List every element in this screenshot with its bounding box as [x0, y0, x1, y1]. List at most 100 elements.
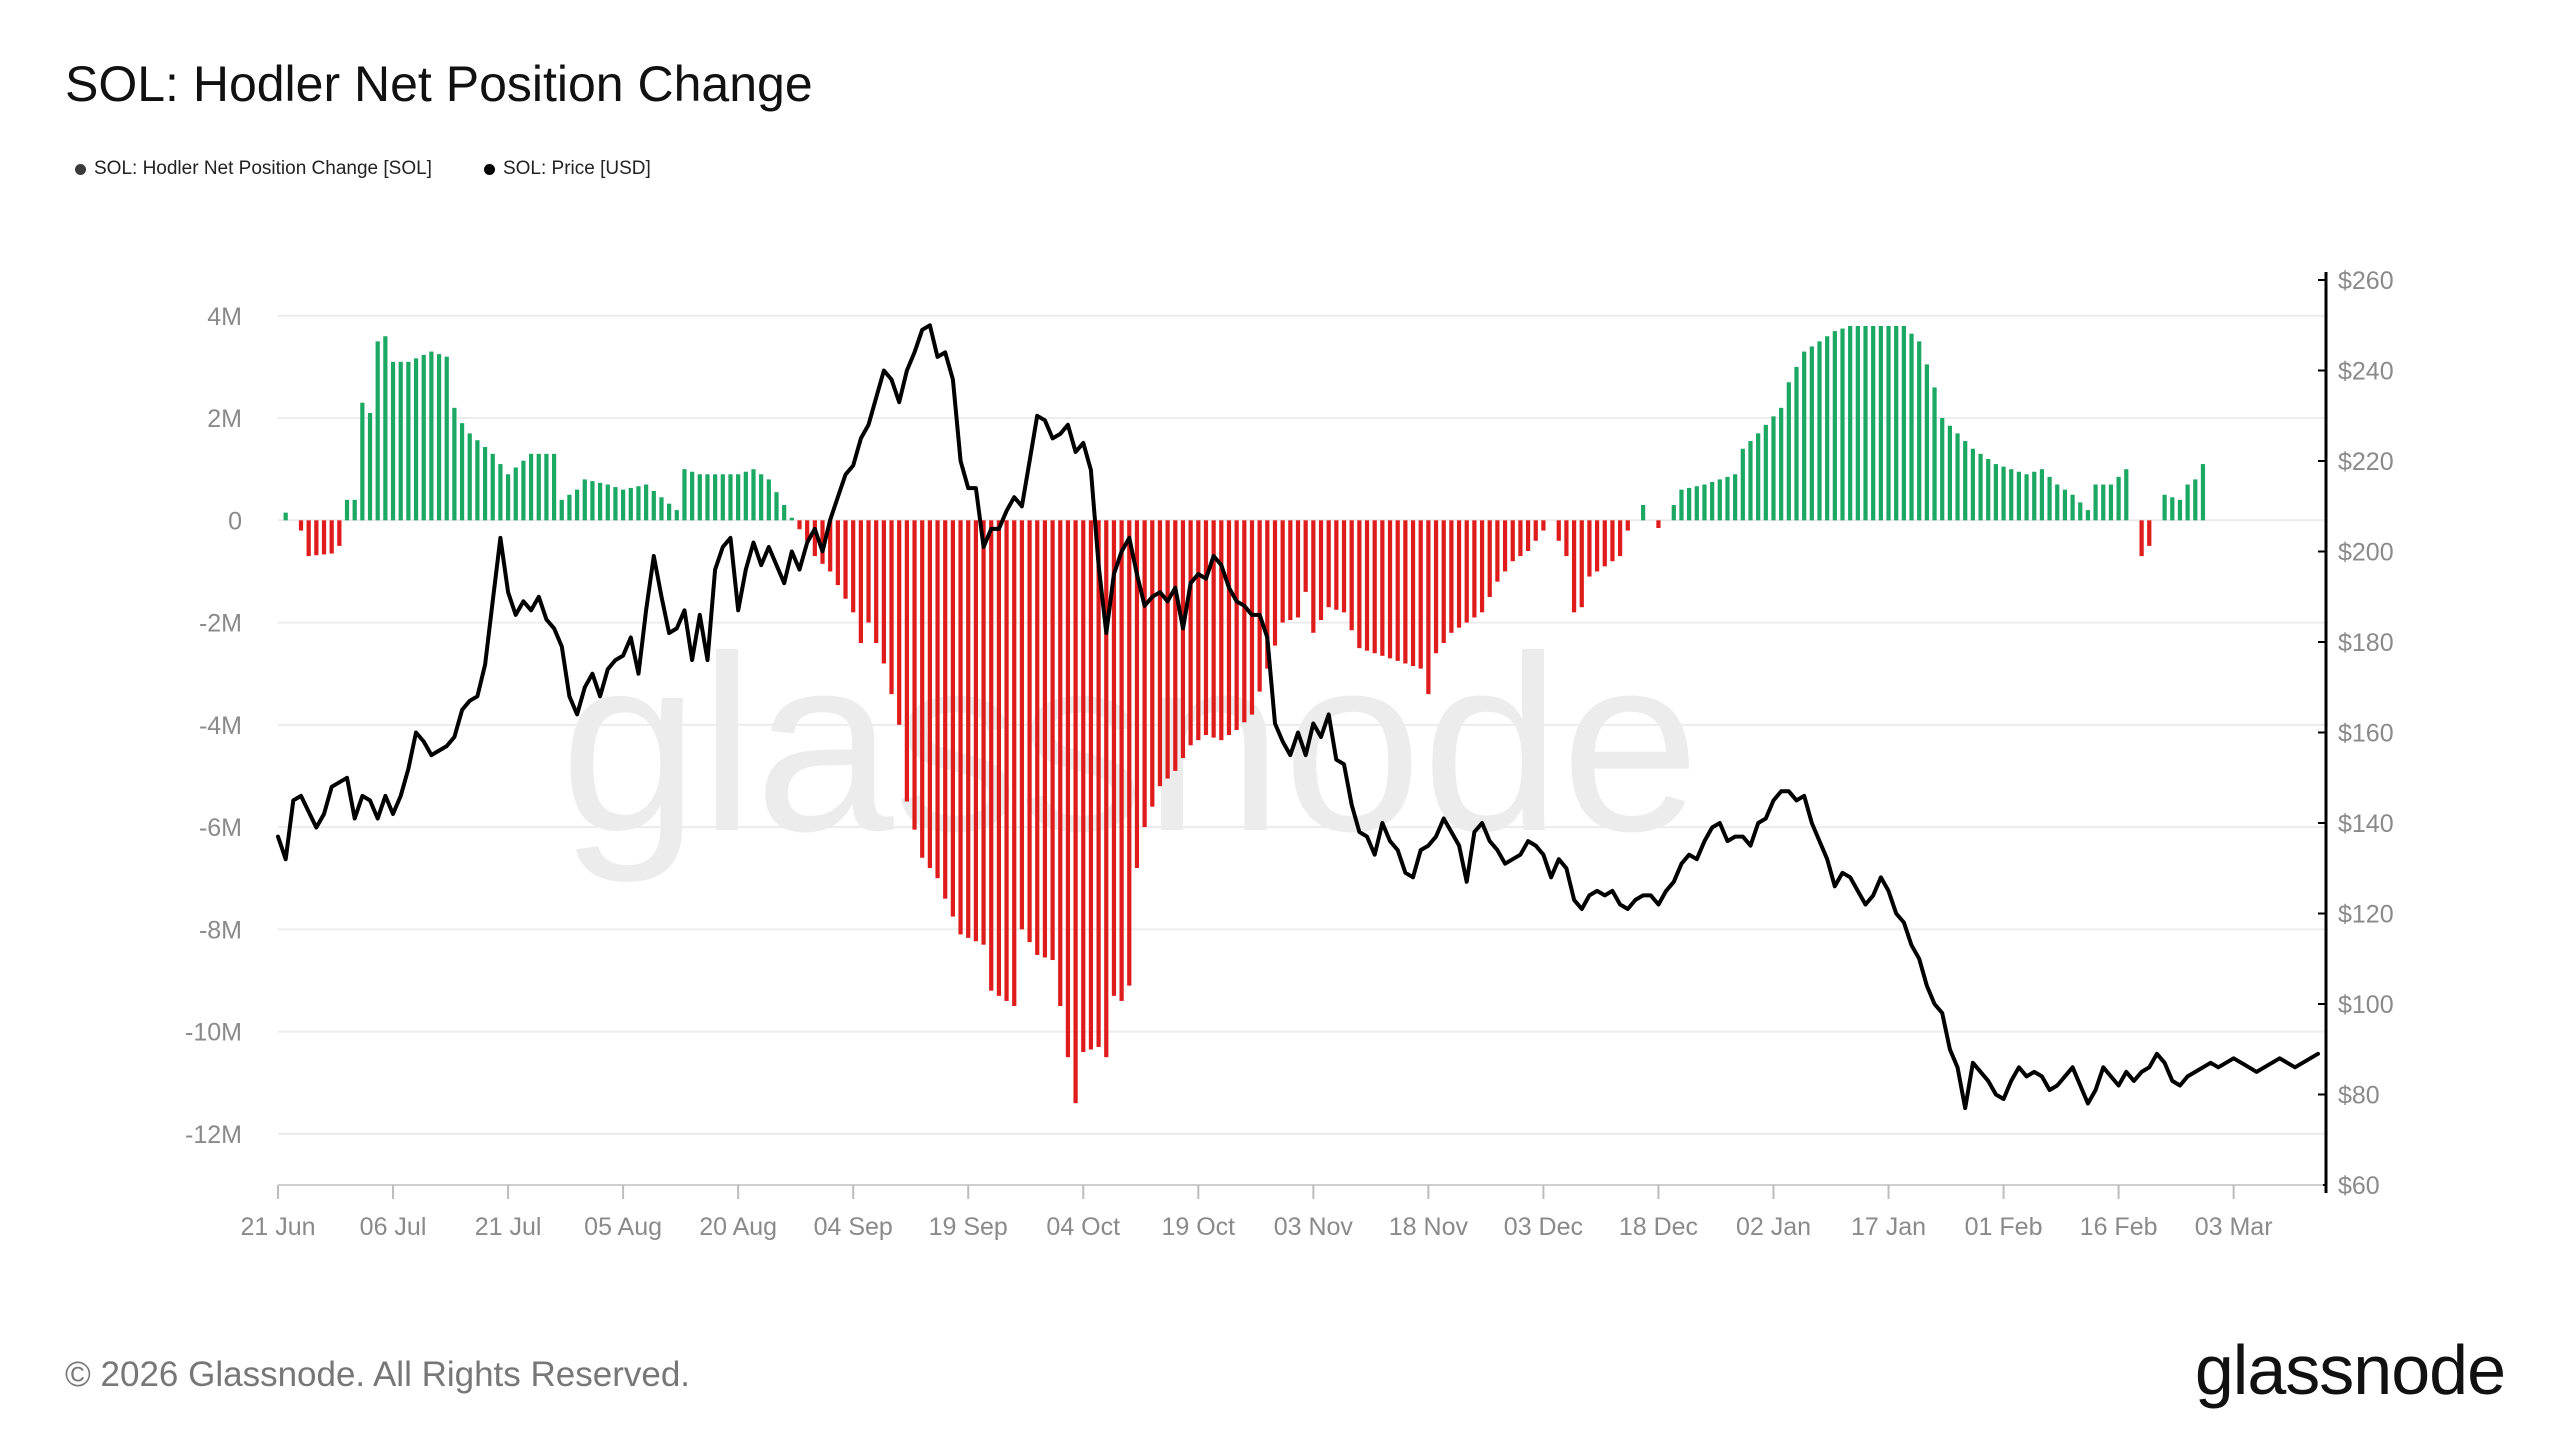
bar-negative: [1602, 520, 1607, 567]
legend-item-net-position[interactable]: SOL: Hodler Net Position Change [SOL]: [75, 158, 432, 180]
bar-negative: [858, 520, 863, 644]
bar-positive: [452, 407, 457, 521]
x-axis-tick-label: 19 Sep: [929, 1213, 1008, 1241]
bar-positive: [1901, 326, 1906, 521]
bar-negative: [943, 520, 948, 899]
legend-dot-price-icon: [483, 163, 495, 175]
bar-positive: [2009, 469, 2014, 521]
bar-negative: [1579, 520, 1584, 608]
bar-positive: [659, 497, 664, 521]
right-axis-tick-label: $240: [2338, 358, 2394, 386]
legend-dot-net-position-icon: [75, 163, 86, 175]
bar-negative: [1533, 520, 1538, 541]
bar-positive: [283, 512, 288, 521]
bar-negative: [1357, 520, 1362, 649]
x-axis-tick-label: 04 Sep: [814, 1213, 893, 1241]
bar-positive: [728, 474, 733, 521]
left-axis-tick-label: -10M: [185, 1019, 242, 1047]
bar-negative: [1487, 520, 1492, 598]
bar-positive: [605, 484, 610, 521]
bar-negative: [1311, 520, 1316, 633]
glassnode-logo[interactable]: glassnode: [2194, 1331, 2506, 1409]
bar-negative: [1196, 520, 1201, 741]
bar-negative: [1510, 520, 1515, 562]
bar-positive: [1963, 441, 1968, 521]
legend-label-net-position: SOL: Hodler Net Position Change [SOL]: [94, 158, 432, 179]
bar-negative: [1380, 520, 1385, 656]
bar-negative: [958, 520, 963, 935]
bar-negative: [1341, 520, 1347, 613]
bar-positive: [1748, 441, 1753, 521]
bar-negative: [835, 520, 840, 586]
price-series: [276, 323, 2320, 1111]
bar-positive: [1779, 407, 1784, 521]
bar-positive: [1733, 474, 1738, 521]
bar-negative: [996, 520, 1002, 996]
bar-negative: [966, 520, 971, 938]
bar-negative: [1096, 520, 1101, 1047]
bar-negative: [889, 520, 894, 695]
bar-negative: [1226, 520, 1232, 736]
bar-positive: [383, 336, 388, 521]
bar-negative: [1556, 520, 1561, 541]
bar-positive: [344, 499, 350, 521]
bar-positive: [567, 494, 572, 521]
footer-copyright: © 2026 Glassnode. All Rights Reserved.: [65, 1355, 691, 1394]
bar-negative: [1050, 520, 1055, 961]
bar-negative: [1426, 520, 1431, 695]
bar-negative: [1525, 520, 1531, 551]
bar-negative: [1610, 520, 1615, 562]
bar-positive: [613, 487, 618, 521]
bar-negative: [2147, 520, 2152, 546]
legend-item-price[interactable]: SOL: Price [USD]: [483, 158, 651, 180]
bar-negative: [1012, 520, 1017, 1007]
bar-positive: [644, 484, 649, 521]
bar-negative: [950, 520, 955, 917]
bar-positive: [751, 469, 756, 521]
left-axis-tick-label: 4M: [207, 303, 242, 331]
bar-negative: [1088, 520, 1094, 1050]
bar-positive: [1641, 504, 1646, 521]
bar-positive: [2124, 469, 2129, 521]
price-line: [276, 323, 2320, 1111]
bar-positive: [1924, 364, 1929, 521]
x-axis-tick-label: 02 Jan: [1736, 1213, 1811, 1241]
bar-positive: [498, 464, 503, 521]
bar-positive: [482, 447, 488, 521]
x-axis-tick-label: 18 Dec: [1619, 1213, 1698, 1241]
bar-negative: [904, 520, 909, 802]
bar-positive: [413, 358, 419, 521]
bar-positive: [582, 479, 587, 521]
bar-negative: [1594, 520, 1600, 572]
bar-negative: [812, 520, 817, 557]
net-position-bars: [283, 326, 2206, 1104]
bar-positive: [1855, 326, 1860, 521]
bar-negative: [1127, 520, 1132, 986]
bar-positive: [2200, 464, 2206, 521]
bar-positive: [436, 354, 442, 521]
bar-positive: [1832, 331, 1837, 521]
bar-positive: [1894, 326, 1899, 521]
bar-negative: [1242, 520, 1247, 723]
bar-positive: [1840, 328, 1845, 521]
bar-negative: [1625, 520, 1630, 531]
bar-positive: [2170, 497, 2175, 521]
x-axis-tick-label: 01 Feb: [1965, 1213, 2043, 1241]
bar-negative: [1479, 520, 1485, 613]
bar-negative: [1211, 520, 1216, 738]
bar-negative: [1502, 520, 1508, 572]
left-axis-tick-label: -2M: [199, 610, 242, 638]
bar-positive: [1940, 418, 1945, 521]
bar-negative: [1081, 520, 1086, 1053]
bar-negative: [1288, 520, 1293, 621]
bar-negative: [820, 520, 825, 564]
bar-positive: [444, 356, 449, 521]
bar-positive: [1717, 479, 1722, 521]
x-axis-tick-label: 16 Feb: [2080, 1213, 2158, 1241]
bar-negative: [1142, 520, 1147, 828]
bar-positive: [2055, 484, 2060, 521]
bar-positive: [1817, 341, 1822, 521]
right-axis-tick-label: $80: [2338, 1082, 2380, 1110]
bar-positive: [1687, 487, 1692, 521]
